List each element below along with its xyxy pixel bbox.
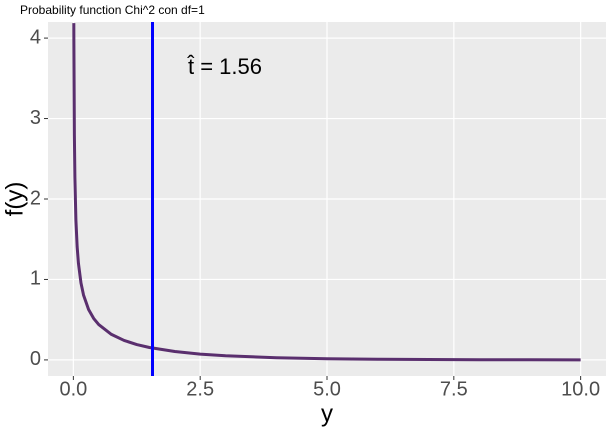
line-series xyxy=(72,23,581,362)
x-tick-label: 0.0 xyxy=(59,378,87,400)
annotation: t̂ = 1.56 xyxy=(187,54,262,79)
grid xyxy=(48,22,606,376)
y-tick-label: 4 xyxy=(30,26,41,48)
y-tick-label: 0 xyxy=(30,348,41,370)
x-tick-label: 10.0 xyxy=(561,378,600,400)
y-tick-label: 3 xyxy=(30,107,41,129)
x-tick-label: 5.0 xyxy=(313,378,341,400)
y-tick-label: 1 xyxy=(30,268,41,290)
x-tick-label: 7.5 xyxy=(440,378,468,400)
y-axis-title: f(y) xyxy=(1,182,28,217)
x-axis-title: y xyxy=(321,400,333,427)
x-tick-label: 2.5 xyxy=(186,378,214,400)
chart-title: Probability function Chi^2 con df=1 xyxy=(20,3,205,17)
y-tick-label: 2 xyxy=(30,187,41,209)
plot-area xyxy=(72,22,581,376)
